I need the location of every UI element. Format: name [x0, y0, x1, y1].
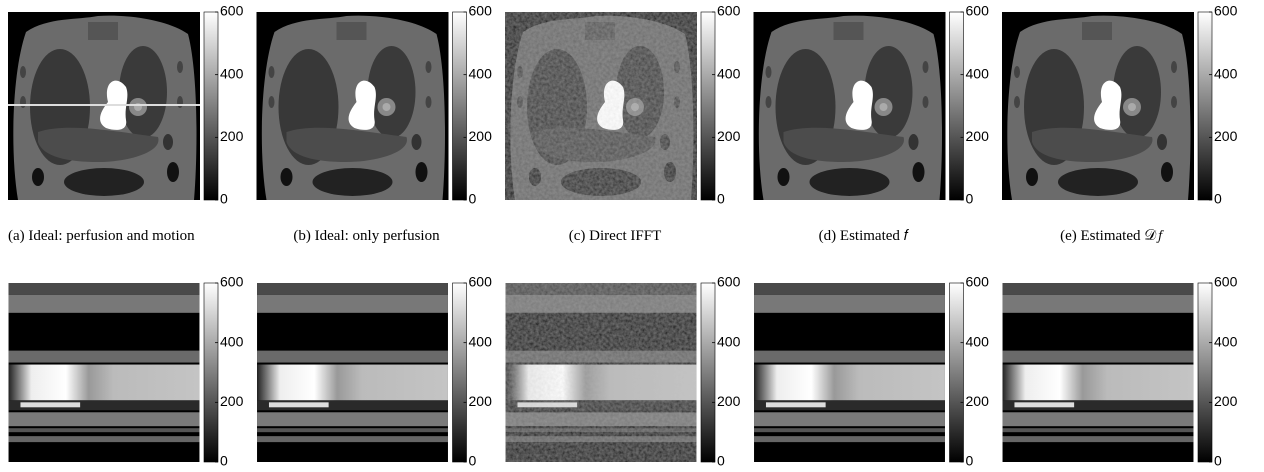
- colorbar-tick-label: 0: [717, 453, 725, 469]
- colorbar-tick-label: 400: [220, 65, 244, 81]
- colorbar: [949, 282, 964, 463]
- colorbar: [203, 11, 219, 201]
- colorbar-tick-label: 200: [220, 393, 244, 409]
- colorbar: [700, 11, 716, 201]
- colorbar-tick-label: 200: [469, 393, 493, 409]
- colorbar-tick-label: 600: [469, 274, 493, 290]
- colorbar: [1197, 11, 1213, 201]
- caption: (a) Ideal: perfusion and motion: [8, 228, 195, 244]
- colorbar-tick-label: 200: [717, 128, 741, 144]
- colorbar-tick-label: 200: [717, 393, 741, 409]
- colorbar-tick-label: 600: [717, 274, 741, 290]
- colorbar-tick-label: 0: [220, 191, 228, 207]
- image: [505, 283, 697, 462]
- image: [1002, 12, 1194, 200]
- caption: (d) Estimated 𝑓: [818, 228, 909, 244]
- colorbar-tick-label: 0: [966, 453, 974, 469]
- colorbar-tick-label: 200: [966, 393, 990, 409]
- caption: (b) Ideal: only perfusion: [293, 228, 440, 244]
- image: [505, 12, 697, 200]
- colorbar-tick-label: 0: [220, 453, 228, 469]
- colorbar-tick-label: 400: [469, 333, 493, 349]
- colorbar-tick-label: 400: [220, 333, 244, 349]
- colorbar: [949, 11, 964, 201]
- colorbar-tick-label: 0: [1214, 191, 1222, 207]
- image: [753, 12, 946, 200]
- colorbar-tick-label: 0: [469, 453, 477, 469]
- colorbar-tick-label: 600: [220, 3, 244, 19]
- colorbar-tick-label: 200: [469, 128, 493, 144]
- image: [8, 283, 200, 462]
- colorbar-tick-label: 600: [966, 274, 990, 290]
- colorbar-tick-label: 0: [469, 191, 477, 207]
- colorbar-tick-label: 0: [717, 191, 725, 207]
- colorbar-tick-label: 600: [469, 3, 493, 19]
- image: [256, 12, 449, 200]
- colorbar-tick-label: 200: [220, 128, 244, 144]
- caption: (e) Estimated 𝒟𝑓: [1060, 228, 1164, 244]
- image: [257, 283, 448, 462]
- colorbar-tick-label: 600: [966, 3, 990, 19]
- colorbar: [452, 11, 467, 201]
- colorbar-tick-label: 200: [1214, 393, 1238, 409]
- image: [754, 283, 945, 462]
- colorbar-tick-label: 0: [1214, 453, 1222, 469]
- colorbar: [700, 282, 716, 463]
- colorbar-tick-label: 600: [220, 274, 244, 290]
- colorbar-tick-label: 600: [1214, 274, 1238, 290]
- colorbar: [1197, 282, 1213, 463]
- colorbar-tick-label: 400: [469, 65, 493, 81]
- colorbar-tick-label: 600: [717, 3, 741, 19]
- colorbar-tick-label: 400: [1214, 333, 1238, 349]
- colorbar: [203, 282, 219, 463]
- colorbar-tick-label: 400: [966, 333, 990, 349]
- image: [1002, 283, 1194, 462]
- colorbar-tick-label: 400: [717, 65, 741, 81]
- colorbar-tick-label: 200: [966, 128, 990, 144]
- colorbar-tick-label: 400: [1214, 65, 1238, 81]
- colorbar-tick-label: 400: [717, 333, 741, 349]
- colorbar: [452, 282, 467, 463]
- colorbar-tick-label: 600: [1214, 3, 1238, 19]
- colorbar-tick-label: 200: [1214, 128, 1238, 144]
- caption: (c) Direct IFFT: [568, 228, 662, 244]
- colorbar-tick-label: 400: [966, 65, 990, 81]
- colorbar-tick-label: 0: [966, 191, 974, 207]
